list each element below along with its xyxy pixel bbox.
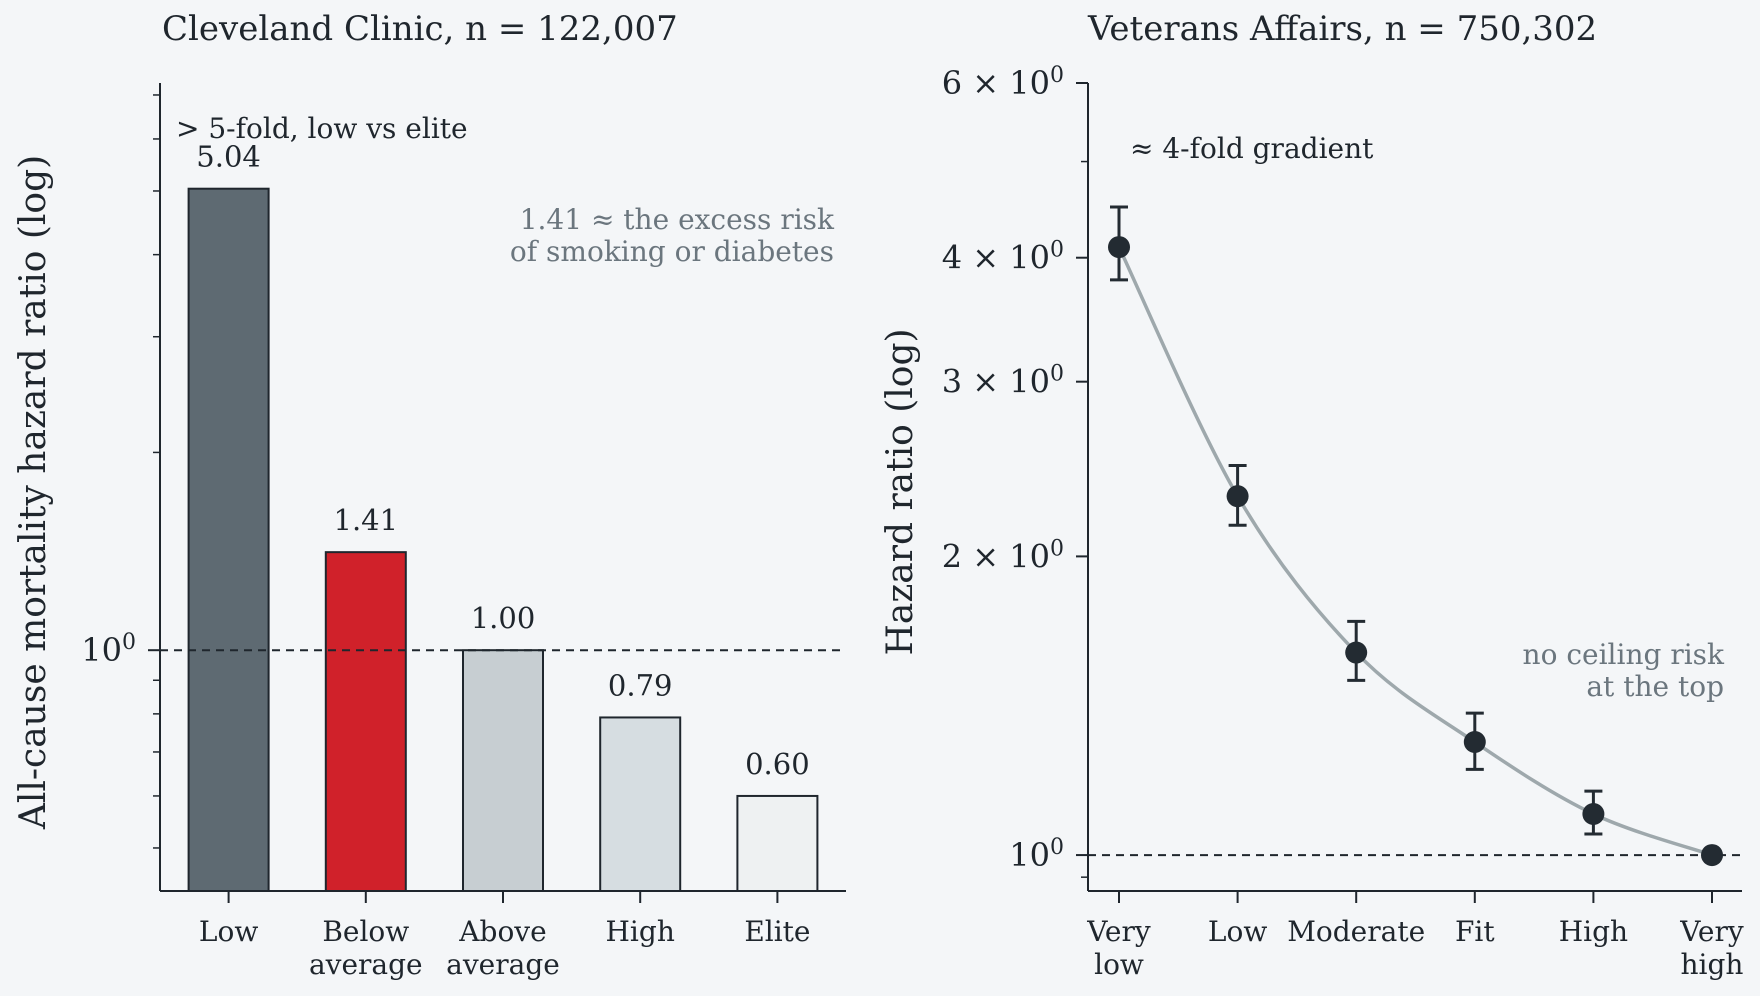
left-x-tick-label-1-0: Below (322, 915, 409, 948)
left-x-tick-label-4-0: Elite (744, 915, 810, 948)
left-x-tick-label-2-1: average (446, 948, 560, 981)
right-chart-title: Veterans Affairs, n = 750,302 (1087, 9, 1597, 49)
bar-4 (736, 794, 819, 892)
right-y-tick-label-4: 100 (1009, 835, 1064, 874)
data-point-2 (1345, 641, 1368, 664)
right-series-line (1117, 246, 1713, 857)
data-point-4 (1582, 803, 1605, 826)
right-annotation-ceiling-line1: no ceiling risk (1523, 638, 1725, 671)
right-x-tick-label-1-0: Low (1208, 915, 1267, 948)
bar-2 (462, 649, 544, 892)
right-y-tick-label-3: 2 × 100 (942, 536, 1064, 575)
left-chart-title: Cleveland Clinic, n = 122,007 (162, 9, 678, 49)
left-x-tick-label-1-1: average (309, 948, 423, 981)
left-x-tick-label-3-0: High (606, 915, 675, 948)
right-series (1108, 205, 1723, 867)
right-x-tick-label-2-0: Moderate (1287, 915, 1425, 948)
left-y-tick-label-0: 100 (81, 630, 136, 669)
bar-1 (324, 551, 407, 892)
bar-3 (599, 716, 682, 893)
right-y-tick-label-2: 3 × 100 (942, 362, 1064, 401)
bar-value-label-1: 1.41 (334, 503, 399, 537)
left-x-tick-label-2-0: Above (458, 915, 546, 948)
right-x-tick-label-0-0: Very (1086, 915, 1151, 948)
bar-value-label-2: 1.00 (471, 601, 536, 635)
left-panel: Cleveland Clinic, n = 122,007 All-cause … (13, 9, 846, 981)
bar-0 (187, 187, 270, 892)
right-x-tick-label-3-0: Fit (1455, 915, 1495, 948)
right-x-tick-label-0-1: low (1094, 948, 1144, 981)
data-point-0 (1108, 236, 1130, 259)
left-annotation-fold: > 5-fold, low vs elite (176, 112, 468, 145)
bar-value-label-3: 0.79 (608, 668, 673, 702)
data-point-1 (1226, 485, 1249, 508)
bar-value-label-4: 0.60 (745, 747, 810, 781)
left-bars: 5.04 1.41 1.00 0.79 0.60 (187, 140, 819, 893)
right-y-axis-label: Hazard ratio (log) (880, 328, 921, 655)
right-annotation-gradient: ≈ 4-fold gradient (1130, 132, 1374, 165)
left-annotation-excess-line1: 1.41 ≈ the excess risk (520, 203, 835, 236)
right-y-tick-label-1: 4 × 100 (942, 238, 1064, 277)
right-x-tick-label-5-1: high (1681, 948, 1744, 981)
bar-value-label-0: 5.04 (196, 140, 261, 174)
left-y-axis-label: All-cause mortality hazard ratio (log) (13, 155, 54, 830)
data-point-5 (1701, 844, 1723, 867)
right-y-tick-label-0: 6 × 100 (942, 63, 1064, 102)
right-x-tick-label-4-0: High (1559, 915, 1628, 948)
left-annotation-excess-line2: of smoking or diabetes (510, 235, 834, 268)
right-panel: Veterans Affairs, n = 750,302 Hazard rat… (880, 9, 1744, 981)
right-annotation-ceiling-line2: at the top (1586, 670, 1724, 703)
right-x-tick-label-5-0: Very (1679, 915, 1744, 948)
data-point-3 (1463, 731, 1486, 754)
left-x-tick-label-0-0: Low (199, 915, 258, 948)
